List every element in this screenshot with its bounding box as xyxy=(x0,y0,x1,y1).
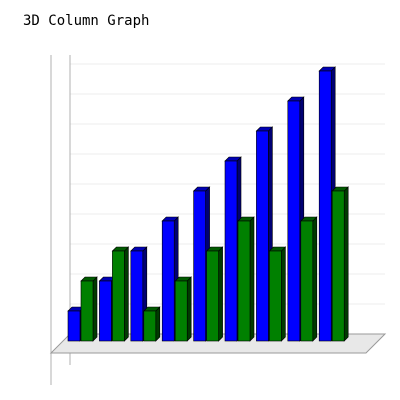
bar-side xyxy=(124,246,129,342)
bar-front xyxy=(287,100,301,342)
bar-front xyxy=(130,250,144,342)
bar-series-2 xyxy=(80,276,98,342)
bar-front xyxy=(256,130,269,342)
bar-front xyxy=(318,70,332,342)
bar-side xyxy=(249,216,255,342)
bar-front xyxy=(206,250,219,342)
bar-series-2 xyxy=(205,246,224,342)
bar-series-2 xyxy=(143,306,161,342)
bar-series-2 xyxy=(268,246,287,342)
bar-front xyxy=(300,220,314,342)
bar-front xyxy=(80,280,94,342)
bar-front xyxy=(112,250,125,342)
bar-front xyxy=(161,220,175,342)
bar-side xyxy=(312,216,318,342)
chart-title: 3D Column Graph xyxy=(23,13,150,29)
bar-series-2 xyxy=(174,276,192,342)
bars xyxy=(67,66,349,342)
bar-front xyxy=(269,250,282,342)
bar-series-2 xyxy=(111,246,130,342)
bar-series-2 xyxy=(237,216,255,342)
bar-side xyxy=(281,246,286,342)
bar-front xyxy=(143,310,157,342)
bar-front xyxy=(193,190,206,342)
bar-front xyxy=(237,220,251,342)
bar-front xyxy=(224,160,238,342)
axes xyxy=(50,55,71,385)
bar-front xyxy=(99,280,112,342)
bar-side xyxy=(218,246,223,342)
bar-front xyxy=(67,310,81,342)
bar-side xyxy=(343,186,349,342)
bar-front xyxy=(331,190,345,342)
bar-side xyxy=(92,276,98,342)
bar-front xyxy=(174,280,188,342)
bar-side xyxy=(155,306,161,342)
bar-series-2 xyxy=(331,186,349,342)
bar-series-2 xyxy=(300,216,318,342)
bar-side xyxy=(186,276,192,342)
